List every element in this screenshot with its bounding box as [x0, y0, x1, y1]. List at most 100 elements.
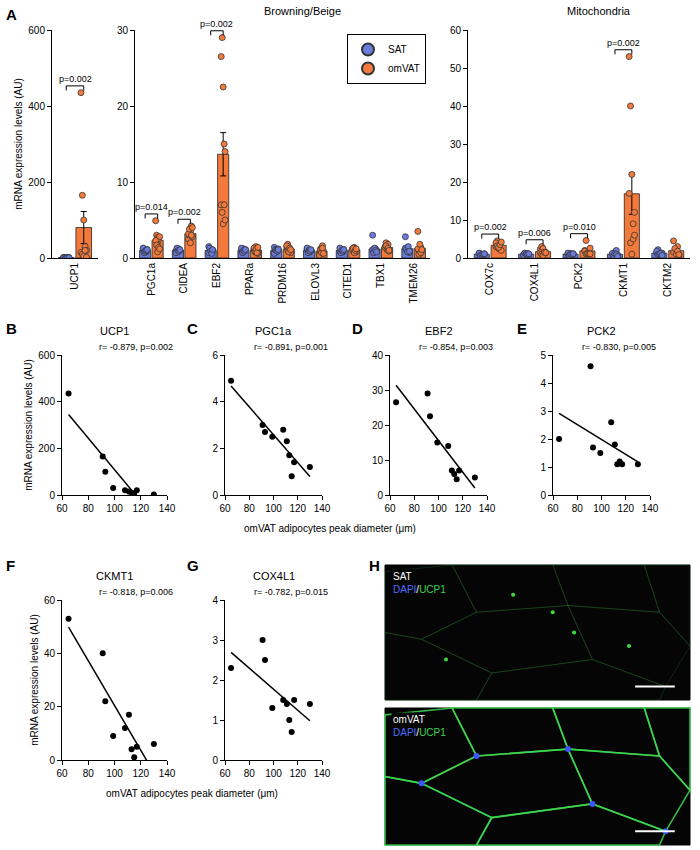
svg-text:1: 1: [540, 462, 546, 473]
svg-text:PPARa: PPARa: [244, 263, 255, 295]
svg-text:C: C: [187, 320, 198, 337]
svg-text:EBF2: EBF2: [425, 325, 453, 337]
svg-text:10: 10: [450, 215, 462, 226]
svg-text:D: D: [352, 320, 363, 337]
svg-text:80: 80: [572, 503, 584, 514]
svg-text:2: 2: [212, 443, 218, 454]
svg-text:80: 80: [409, 503, 421, 514]
svg-text:UCP1: UCP1: [69, 263, 80, 290]
svg-text:EBF2: EBF2: [211, 263, 222, 288]
svg-text:omVAT: omVAT: [388, 63, 420, 74]
svg-text:60: 60: [219, 503, 231, 514]
svg-text:r= -0.782, p=0.015: r= -0.782, p=0.015: [254, 587, 328, 597]
svg-text:600: 600: [28, 25, 45, 36]
svg-text:r= -0.830, p=0.005: r= -0.830, p=0.005: [582, 342, 656, 352]
svg-text:140: 140: [642, 503, 659, 514]
svg-text:20: 20: [44, 701, 56, 712]
svg-text:6: 6: [212, 350, 218, 361]
svg-text:200: 200: [38, 443, 55, 454]
svg-text:10: 10: [117, 177, 129, 188]
svg-text:120: 120: [132, 768, 149, 779]
svg-text:0: 0: [212, 755, 218, 766]
svg-text:p=0.002: p=0.002: [168, 207, 201, 217]
svg-text:100: 100: [106, 768, 123, 779]
svg-text:60: 60: [384, 503, 396, 514]
svg-text:120: 120: [454, 503, 471, 514]
svg-text:Mitochondria: Mitochondria: [567, 5, 631, 17]
svg-text:r= -0.818, p=0.006: r= -0.818, p=0.006: [99, 587, 173, 597]
svg-text:p=0.002: p=0.002: [59, 74, 92, 84]
svg-text:A: A: [6, 6, 17, 23]
svg-text:2: 2: [540, 434, 546, 445]
svg-text:20: 20: [450, 177, 462, 188]
svg-text:3: 3: [540, 406, 546, 417]
svg-text:140: 140: [479, 503, 496, 514]
svg-text:1: 1: [212, 715, 218, 726]
svg-text:60: 60: [56, 503, 68, 514]
svg-text:5: 5: [540, 350, 546, 361]
svg-text:0: 0: [540, 490, 546, 501]
svg-text:p=0.010: p=0.010: [563, 222, 596, 232]
svg-text:omVATDAPI/UCP1: omVATDAPI/UCP1: [393, 714, 446, 738]
svg-text:TMEM26: TMEM26: [408, 263, 419, 304]
svg-text:100: 100: [430, 503, 447, 514]
svg-text:30: 30: [450, 139, 462, 150]
svg-text:COX4L1: COX4L1: [529, 263, 540, 302]
svg-text:r= -0.891, p=0.001: r= -0.891, p=0.001: [254, 342, 328, 352]
svg-text:0: 0: [122, 253, 128, 264]
svg-text:60: 60: [219, 768, 231, 779]
svg-text:H: H: [369, 557, 380, 574]
svg-text:COX7c: COX7c: [484, 263, 495, 295]
svg-text:0: 0: [49, 755, 55, 766]
svg-text:p=0.014: p=0.014: [135, 202, 168, 212]
svg-text:PGC1a: PGC1a: [146, 263, 157, 296]
svg-text:CKMT1: CKMT1: [618, 263, 629, 297]
svg-text:120: 120: [617, 503, 634, 514]
svg-text:120: 120: [132, 503, 149, 514]
svg-text:p=0.002: p=0.002: [607, 38, 640, 48]
svg-text:0: 0: [49, 490, 55, 501]
svg-text:mRNA expression levels (AU): mRNA expression levels (AU): [23, 359, 34, 491]
svg-text:omVAT adipocytes peak diameter: omVAT adipocytes peak diameter (μm): [106, 788, 278, 799]
svg-text:CIDEA: CIDEA: [178, 263, 189, 294]
svg-text:p=0.006: p=0.006: [518, 228, 551, 238]
svg-text:50: 50: [450, 63, 462, 74]
svg-text:E: E: [517, 320, 527, 337]
svg-text:0: 0: [39, 253, 45, 264]
svg-text:p=0.002: p=0.002: [474, 222, 507, 232]
svg-text:60: 60: [547, 503, 559, 514]
svg-text:100: 100: [106, 503, 123, 514]
svg-text:0: 0: [212, 490, 218, 501]
svg-text:140: 140: [314, 768, 331, 779]
svg-text:100: 100: [265, 503, 282, 514]
svg-text:20: 20: [117, 101, 129, 112]
svg-text:40: 40: [44, 648, 56, 659]
svg-text:140: 140: [159, 503, 176, 514]
svg-text:0: 0: [455, 253, 461, 264]
svg-text:3: 3: [212, 635, 218, 646]
svg-text:40: 40: [372, 350, 384, 361]
svg-text:UCP1: UCP1: [100, 325, 129, 337]
svg-text:CKTM2: CKTM2: [662, 263, 673, 297]
svg-text:80: 80: [244, 768, 256, 779]
svg-text:100: 100: [593, 503, 610, 514]
svg-text:80: 80: [244, 503, 256, 514]
svg-text:120: 120: [289, 768, 306, 779]
svg-text:Browning/Beige: Browning/Beige: [264, 5, 341, 17]
svg-text:100: 100: [265, 768, 282, 779]
svg-text:mRNA expression levels (AU): mRNA expression levels (AU): [29, 614, 40, 746]
svg-text:600: 600: [38, 350, 55, 361]
svg-text:p=0.002: p=0.002: [200, 19, 233, 29]
svg-text:TBX1: TBX1: [375, 263, 386, 288]
svg-text:200: 200: [28, 177, 45, 188]
svg-text:r= -0.879, p=0.002: r= -0.879, p=0.002: [99, 342, 173, 352]
svg-text:COX4L1: COX4L1: [253, 570, 295, 582]
svg-text:PCK2: PCK2: [573, 263, 584, 290]
svg-text:60: 60: [44, 595, 56, 606]
svg-text:60: 60: [450, 25, 462, 36]
svg-text:PCK2: PCK2: [587, 325, 616, 337]
svg-text:PRDM16: PRDM16: [277, 263, 288, 304]
svg-text:140: 140: [159, 768, 176, 779]
svg-text:ELOVL3: ELOVL3: [310, 263, 321, 301]
svg-text:r= -0.854, p=0.003: r= -0.854, p=0.003: [419, 342, 493, 352]
